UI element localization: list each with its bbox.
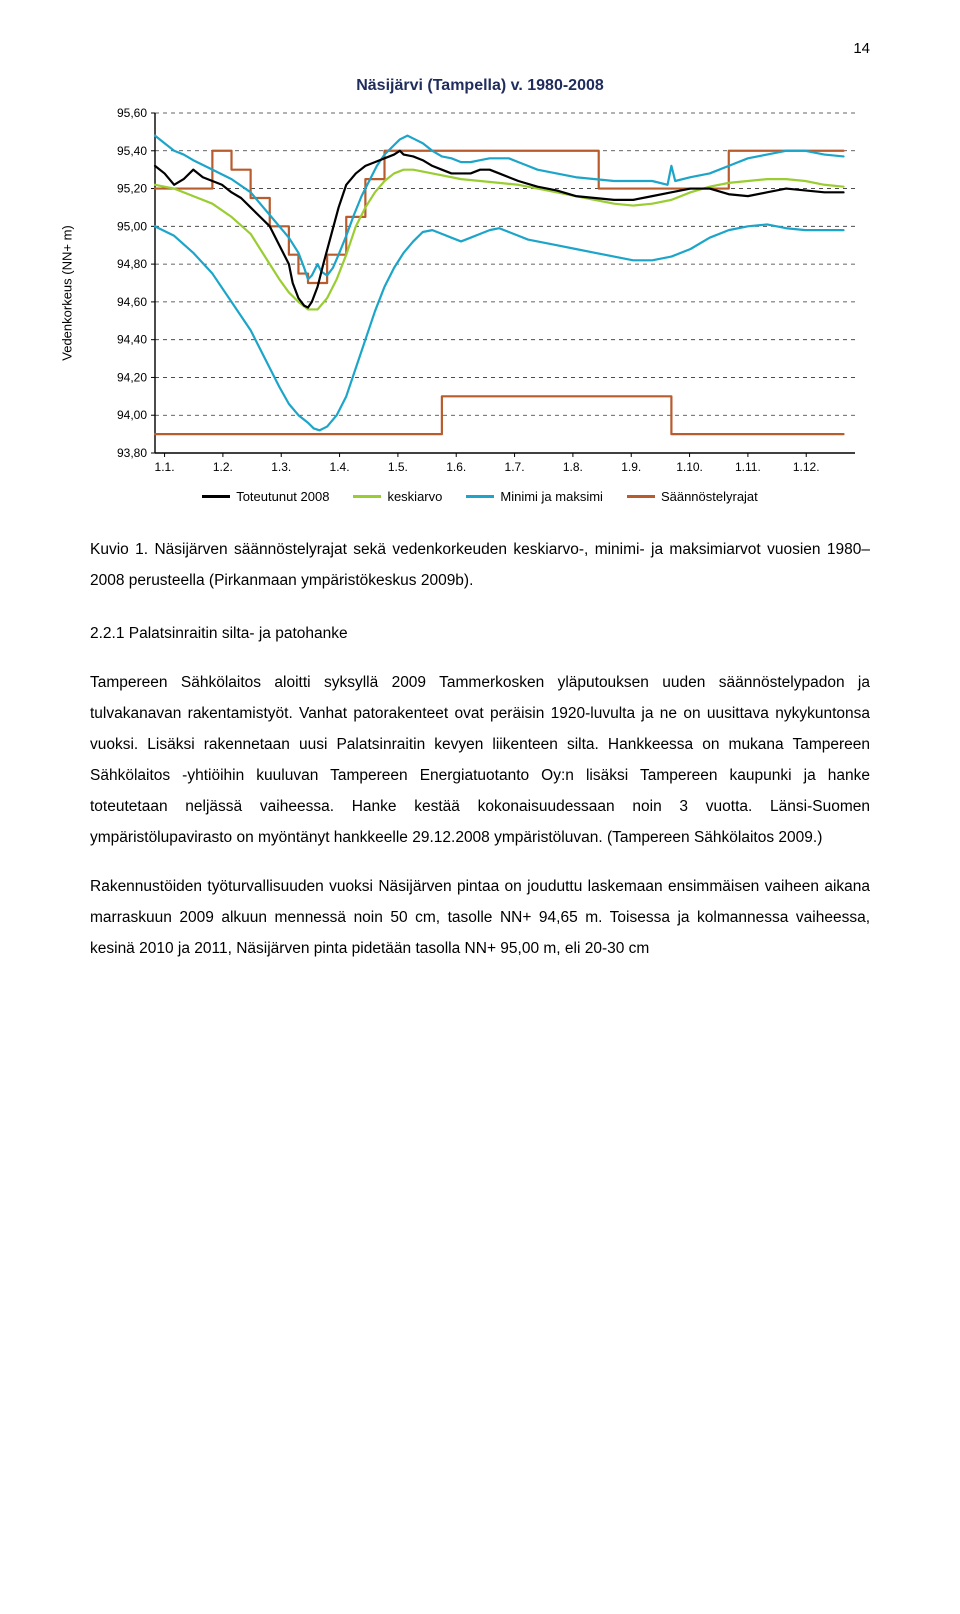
svg-text:1.8.: 1.8. <box>563 460 583 474</box>
legend-label: Säännöstelyrajat <box>661 489 758 504</box>
legend-swatch <box>466 495 494 498</box>
page-number: 14 <box>90 40 870 57</box>
svg-text:94,20: 94,20 <box>117 370 147 384</box>
svg-text:95,00: 95,00 <box>117 219 147 233</box>
svg-text:94,00: 94,00 <box>117 408 147 422</box>
legend-swatch <box>353 495 381 498</box>
legend-label: keskiarvo <box>387 489 442 504</box>
svg-text:1.10.: 1.10. <box>676 460 703 474</box>
svg-text:93,80: 93,80 <box>117 446 147 460</box>
legend-item: Säännöstelyrajat <box>627 489 758 504</box>
svg-text:1.2.: 1.2. <box>213 460 233 474</box>
legend-swatch <box>202 495 230 498</box>
paragraph: Tampereen Sähkölaitos aloitti syksyllä 2… <box>90 667 870 853</box>
svg-text:1.7.: 1.7. <box>505 460 525 474</box>
svg-text:1.11.: 1.11. <box>735 460 761 474</box>
legend-label: Minimi ja maksimi <box>500 489 603 504</box>
chart-svg: 93,80 94,00 94,20 94,40 94,60 94,80 95,00 95,20… <box>95 103 865 483</box>
svg-text:1.3.: 1.3. <box>271 460 291 474</box>
section-heading: 2.2.1 Palatsinraitin silta- ja patohanke <box>90 618 870 649</box>
svg-text:1.6.: 1.6. <box>446 460 466 474</box>
svg-text:95,20: 95,20 <box>117 182 147 196</box>
paragraph: Rakennustöiden työturvallisuuden vuoksi … <box>90 871 870 964</box>
svg-text:1.1.: 1.1. <box>155 460 175 474</box>
chart-legend: Toteutunut 2008 keskiarvo Minimi ja maksim… <box>90 489 870 504</box>
legend-item: Minimi ja maksimi <box>466 489 603 504</box>
chart-container: Näsijärvi (Tampella) v. 1980-2008 Vedenk… <box>90 77 870 504</box>
chart-title: Näsijärvi (Tampella) v. 1980-2008 <box>90 77 870 95</box>
svg-text:94,80: 94,80 <box>117 257 147 271</box>
figure-caption: Kuvio 1. Näsijärven säännöstelyrajat sek… <box>90 534 870 596</box>
svg-text:1.4.: 1.4. <box>330 460 350 474</box>
legend-swatch <box>627 495 655 498</box>
svg-text:94,40: 94,40 <box>117 333 147 347</box>
svg-text:94,60: 94,60 <box>117 295 147 309</box>
y-axis-label: Vedenkorkeus (NN+ m) <box>60 225 75 360</box>
svg-text:1.5.: 1.5. <box>388 460 408 474</box>
svg-text:95,60: 95,60 <box>117 106 147 120</box>
legend-item: keskiarvo <box>353 489 442 504</box>
body-text: 2.2.1 Palatsinraitin silta- ja patohanke… <box>90 618 870 964</box>
chart-plot-area: Vedenkorkeus (NN+ m) 93,8094,0094,2094,4… <box>95 103 865 483</box>
svg-text:1.9.: 1.9. <box>621 460 641 474</box>
legend-item: Toteutunut 2008 <box>202 489 329 504</box>
legend-label: Toteutunut 2008 <box>236 489 329 504</box>
svg-text:95,40: 95,40 <box>117 144 147 158</box>
svg-text:1.12.: 1.12. <box>793 460 820 474</box>
